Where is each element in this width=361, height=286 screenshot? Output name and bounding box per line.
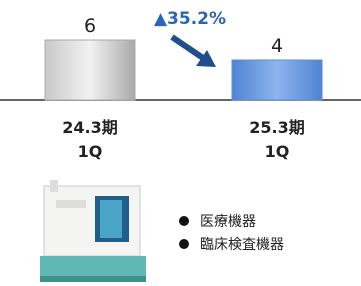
- value-label: 4: [271, 35, 283, 57]
- bullet: [179, 239, 189, 249]
- change-annotation: ▲35.2%: [154, 9, 226, 29]
- value-label: 6: [84, 15, 96, 37]
- analyzer-image: [40, 180, 146, 282]
- bullet: [179, 216, 189, 226]
- bar: [45, 40, 135, 100]
- category-label: 24.3期 1Q: [30, 116, 150, 164]
- page: ▲35.2% 医療機器 臨床検査機器 6 4 24.3期 1Q 25.3期 1Q: [0, 0, 361, 286]
- arrow: [172, 37, 216, 67]
- bar: [232, 60, 322, 100]
- product-item: 医療機器: [200, 213, 256, 230]
- category-label: 25.3期 1Q: [217, 116, 337, 164]
- product-item: 臨床検査機器: [200, 237, 284, 253]
